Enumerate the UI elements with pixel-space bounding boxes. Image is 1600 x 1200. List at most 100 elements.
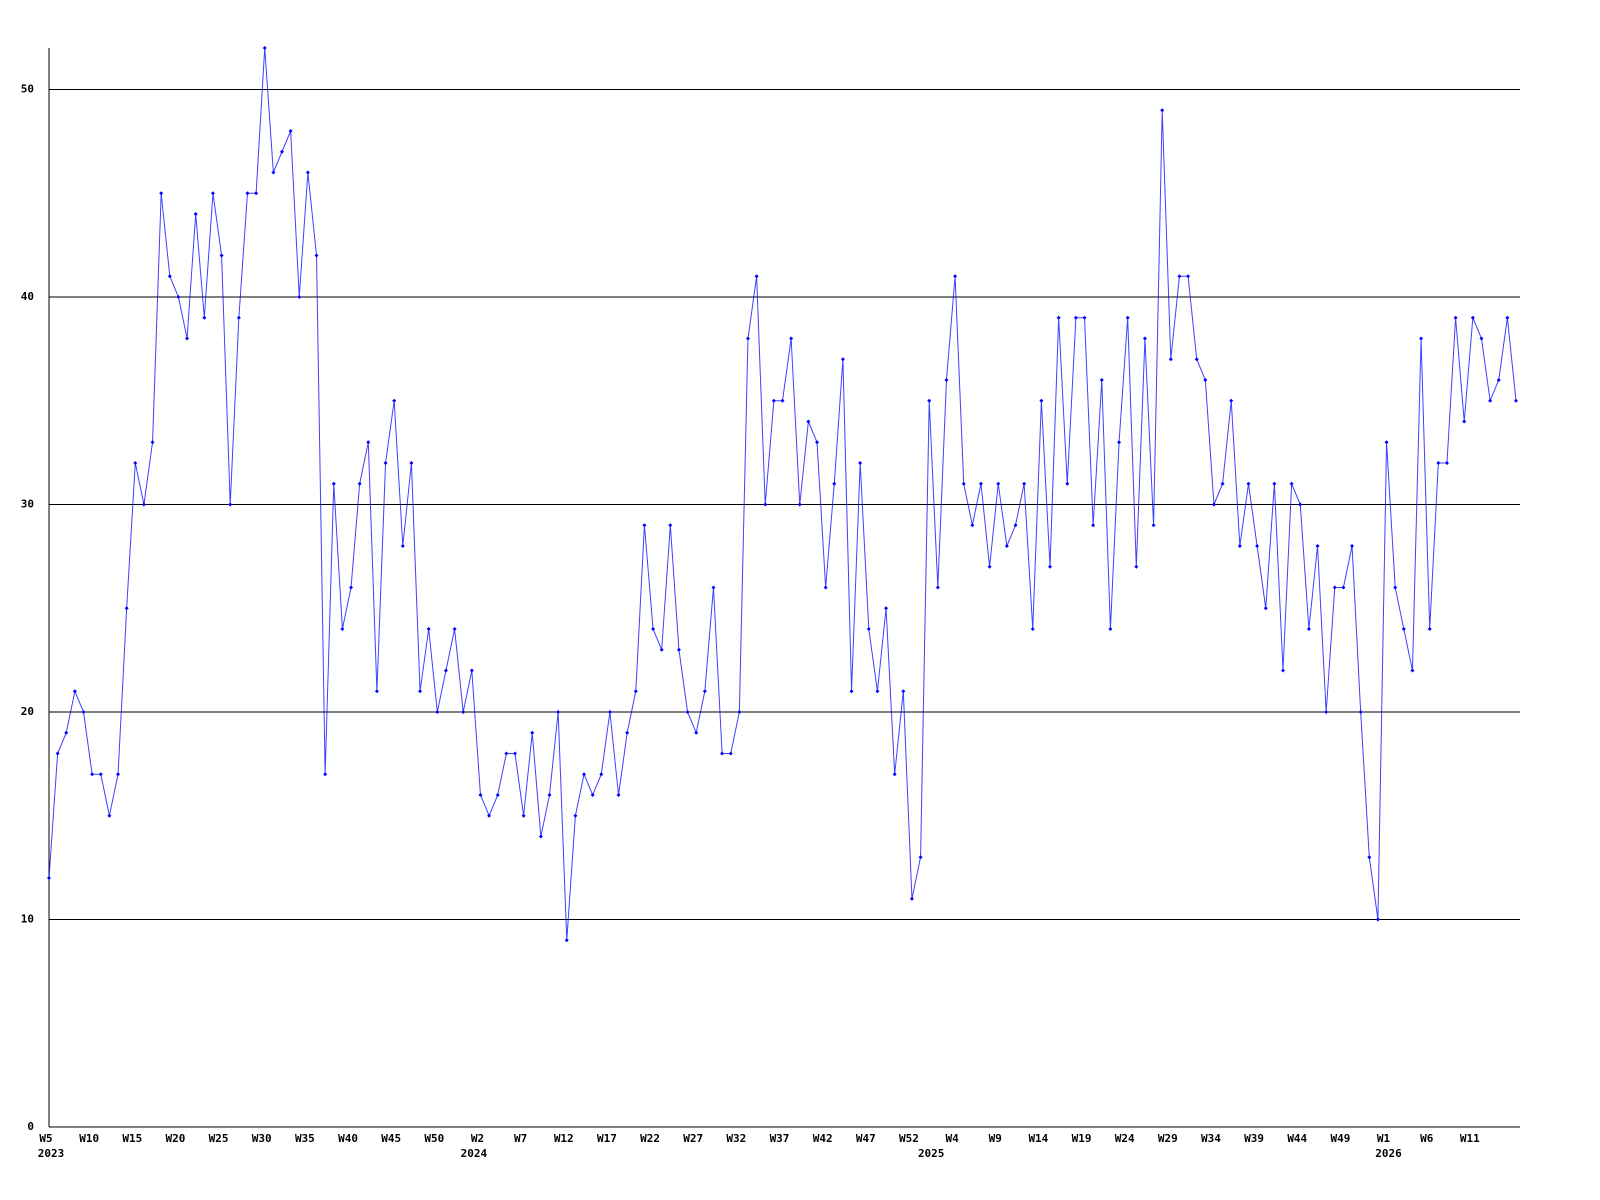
point-marker — [81, 710, 86, 714]
point-marker — [159, 191, 164, 196]
point-marker — [1332, 585, 1337, 590]
point-marker — [642, 523, 647, 528]
point-marker — [1341, 585, 1346, 590]
point-marker — [219, 253, 224, 258]
point-marker — [944, 378, 949, 382]
point-marker — [1496, 378, 1501, 382]
y-tick-label: 10 — [21, 913, 34, 926]
point-marker — [547, 793, 552, 797]
point-marker — [815, 440, 820, 445]
point-marker — [1419, 336, 1424, 341]
point-marker — [659, 647, 664, 652]
x-tick-label: W27 — [683, 1132, 703, 1145]
point-marker — [141, 502, 146, 507]
x-tick-label: W9 — [989, 1132, 1002, 1145]
point-marker — [573, 813, 578, 818]
year-label: 2024 — [461, 1147, 488, 1160]
y-tick-label: 0 — [27, 1120, 34, 1133]
point-marker — [840, 357, 845, 362]
point-marker — [832, 481, 837, 486]
point-marker — [374, 689, 379, 694]
point-marker — [780, 398, 785, 403]
point-marker — [1272, 481, 1277, 486]
point-marker — [1427, 627, 1432, 631]
x-tick-label: W44 — [1287, 1132, 1307, 1145]
point-marker — [297, 295, 302, 299]
point-marker — [866, 627, 871, 631]
year-label: 2023 — [38, 1147, 65, 1160]
point-marker — [875, 689, 880, 694]
x-tick-label: W25 — [209, 1132, 229, 1145]
point-marker — [625, 730, 630, 735]
point-marker — [1211, 502, 1216, 507]
point-marker — [90, 772, 95, 777]
x-tick-label: W10 — [79, 1132, 99, 1145]
x-tick-label: W12 — [554, 1132, 574, 1145]
point-marker — [392, 398, 397, 403]
point-marker — [409, 461, 414, 465]
x-tick-label: W50 — [424, 1132, 444, 1145]
point-marker — [116, 772, 121, 777]
point-marker — [98, 772, 103, 777]
y-tick-label: 40 — [21, 290, 34, 303]
x-tick-label: W1 — [1377, 1132, 1391, 1145]
point-marker — [1298, 502, 1303, 507]
point-marker — [124, 606, 129, 611]
point-marker — [823, 585, 828, 590]
point-marker — [1203, 378, 1208, 382]
point-marker — [305, 170, 310, 175]
point-marker — [1177, 274, 1182, 279]
point-marker — [400, 544, 405, 548]
x-tick-label: W7 — [514, 1132, 527, 1145]
point-marker — [953, 274, 958, 279]
point-marker — [366, 440, 371, 445]
point-marker — [254, 191, 259, 196]
point-marker — [185, 336, 190, 341]
point-marker — [288, 129, 293, 133]
point-marker — [1358, 710, 1363, 714]
x-tick-label: W52 — [899, 1132, 919, 1145]
x-tick-label: W42 — [813, 1132, 833, 1145]
point-marker — [1444, 461, 1449, 465]
x-tick-label: W14 — [1028, 1132, 1048, 1145]
point-marker — [1142, 336, 1147, 341]
point-marker — [1246, 481, 1251, 486]
point-marker — [702, 689, 707, 694]
point-marker — [530, 730, 535, 735]
point-marker — [383, 461, 388, 465]
point-marker — [668, 523, 673, 528]
point-marker — [1030, 627, 1035, 631]
point-marker — [556, 710, 561, 714]
point-marker — [323, 772, 328, 777]
point-marker — [737, 710, 742, 714]
point-marker — [349, 585, 354, 590]
point-marker — [633, 689, 638, 694]
point-marker — [1099, 378, 1104, 382]
point-marker — [1091, 523, 1096, 528]
point-marker — [176, 295, 181, 299]
point-marker — [1125, 315, 1130, 320]
point-marker — [512, 751, 517, 756]
point-marker — [279, 149, 284, 154]
point-marker — [210, 191, 215, 196]
y-tick-label: 50 — [21, 83, 34, 96]
point-marker — [711, 585, 716, 590]
point-marker — [150, 440, 155, 445]
y-tick-label: 30 — [21, 498, 34, 511]
point-marker — [1488, 398, 1493, 403]
point-marker — [1013, 523, 1018, 528]
point-marker — [884, 606, 889, 611]
point-marker — [1220, 481, 1225, 486]
year-label: 2026 — [1375, 1147, 1402, 1160]
point-marker — [495, 793, 500, 797]
x-tick-label: W19 — [1072, 1132, 1092, 1145]
point-marker — [1048, 564, 1053, 569]
point-marker — [262, 46, 267, 50]
point-marker — [47, 876, 51, 880]
point-marker — [909, 896, 914, 901]
point-marker — [1375, 917, 1380, 922]
point-marker — [1134, 564, 1139, 569]
point-marker — [564, 938, 569, 943]
point-marker — [970, 523, 975, 528]
